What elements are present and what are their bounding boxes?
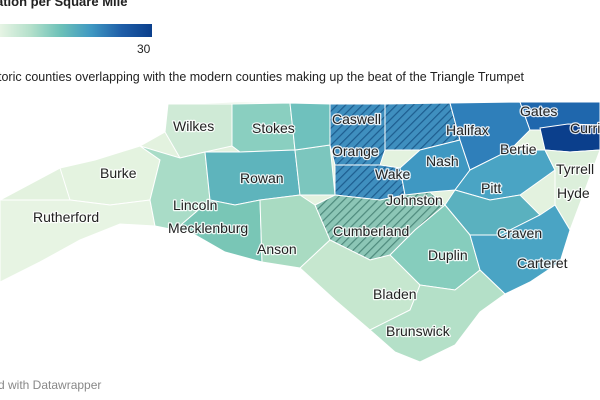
legend-color-scale — [0, 24, 152, 37]
county-label-burke: Burke — [100, 165, 137, 181]
county-label-wilkes: Wilkes — [173, 118, 214, 134]
county-label-currituck: Curri — [570, 120, 600, 136]
county-label-johnston: Johnston — [386, 192, 443, 208]
county-label-orange: Orange — [332, 143, 379, 159]
county-label-bladen: Bladen — [373, 286, 417, 302]
county-label-duplin: Duplin — [428, 247, 468, 263]
county-label-cumberland: Cumberland — [333, 223, 409, 239]
county-label-caswell: Caswell — [332, 111, 381, 127]
county-rutherford-region — [0, 199, 156, 283]
county-label-mecklenburg: Mecklenburg — [168, 220, 248, 236]
county-label-rowan: Rowan — [240, 170, 284, 186]
county-label-halifax: Halifax — [446, 122, 489, 138]
county-brunswick-region — [369, 269, 506, 363]
county-label-anson: Anson — [257, 241, 297, 257]
map-subtitle: toric counties overlapping with the mode… — [0, 70, 524, 84]
county-label-lincoln: Lincoln — [173, 197, 217, 213]
county-label-rutherford: Rutherford — [33, 209, 99, 225]
county-label-carteret: Carteret — [517, 255, 568, 271]
datawrapper-credit: d with Datawrapper — [0, 378, 102, 392]
county-label-bertie: Bertie — [500, 141, 537, 157]
county-label-stokes: Stokes — [252, 120, 295, 136]
county-label-hyde: Hyde — [557, 185, 590, 201]
county-label-nash: Nash — [426, 153, 459, 169]
county-north-piedmont — [289, 102, 331, 151]
county-piedmont-mid — [294, 144, 336, 196]
legend-max-label: 30 — [137, 42, 151, 56]
county-label-craven: Craven — [497, 225, 542, 241]
county-label-pitt: Pitt — [481, 180, 501, 196]
county-label-brunswick: Brunswick — [386, 323, 451, 339]
county-label-wake: Wake — [375, 166, 410, 182]
county-tyrrell-hyde-region — [544, 149, 600, 232]
county-label-gates: Gates — [520, 103, 557, 119]
county-label-tyrrell: Tyrrell — [556, 161, 594, 177]
legend-title: ation per Square Mile — [0, 0, 128, 9]
